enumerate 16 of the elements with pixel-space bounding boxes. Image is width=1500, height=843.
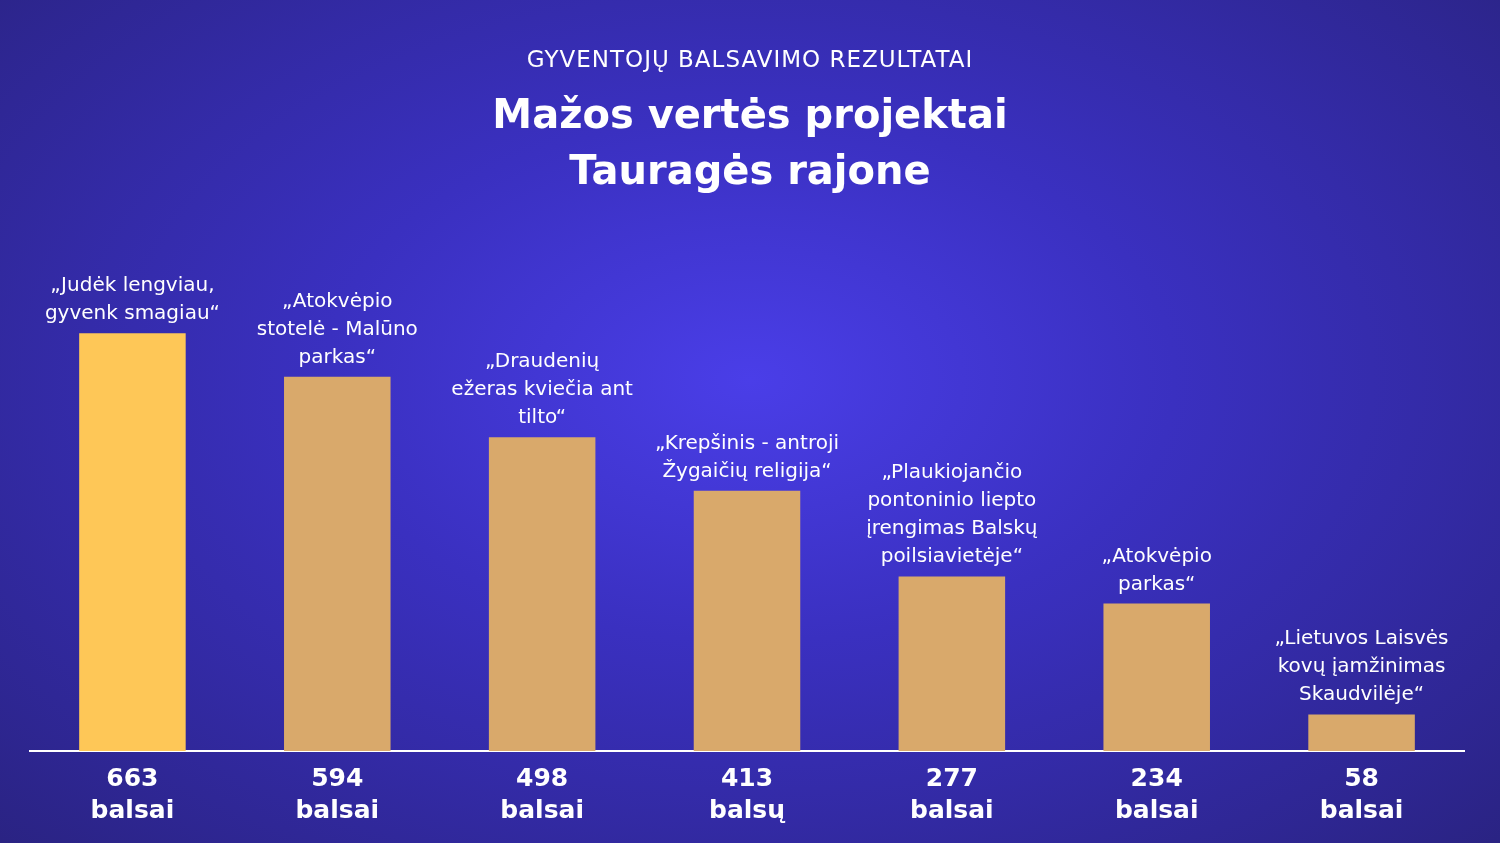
data-label: 234 balsai [1114, 762, 1199, 825]
x-tick-label: „Draudenių ežeras kviečia ant tilto“ [451, 348, 634, 429]
x-tick-label: „Atokvėpio stotelė - Malūno parkas“ [256, 287, 418, 368]
chart-subtitle: GYVENTOJŲ BALSAVIMO REZULTATAI [525, 46, 975, 72]
data-label: 277 balsai [910, 762, 994, 825]
chart-title: Mažos vertės projektai Tauragės rajone [491, 90, 1009, 195]
x-tick-label: „Judėk lengviau, gyvenk smagiau“ [44, 272, 220, 325]
x-tick-label: „Atokvėpio parkas“ [1101, 542, 1212, 595]
data-label: 498 balsai [500, 762, 584, 825]
data-label: 663 balsai [90, 762, 175, 825]
x-tick-label: „Plaukiojančio pontoninio liepto įrengimas Balskų poilsiavietėje“ [866, 459, 1038, 568]
x-tick-label: „Krepšinis - antroji Žygaičių religija“ [654, 429, 840, 482]
data-label: 58 balsai [1319, 762, 1404, 825]
data-label: 413 balsų [708, 762, 786, 825]
data-label: 594 balsai [295, 762, 380, 825]
x-tick-label: „Lietuvos Laisvės kovų įamžinimas Skaudvilėje“ [1274, 625, 1449, 706]
